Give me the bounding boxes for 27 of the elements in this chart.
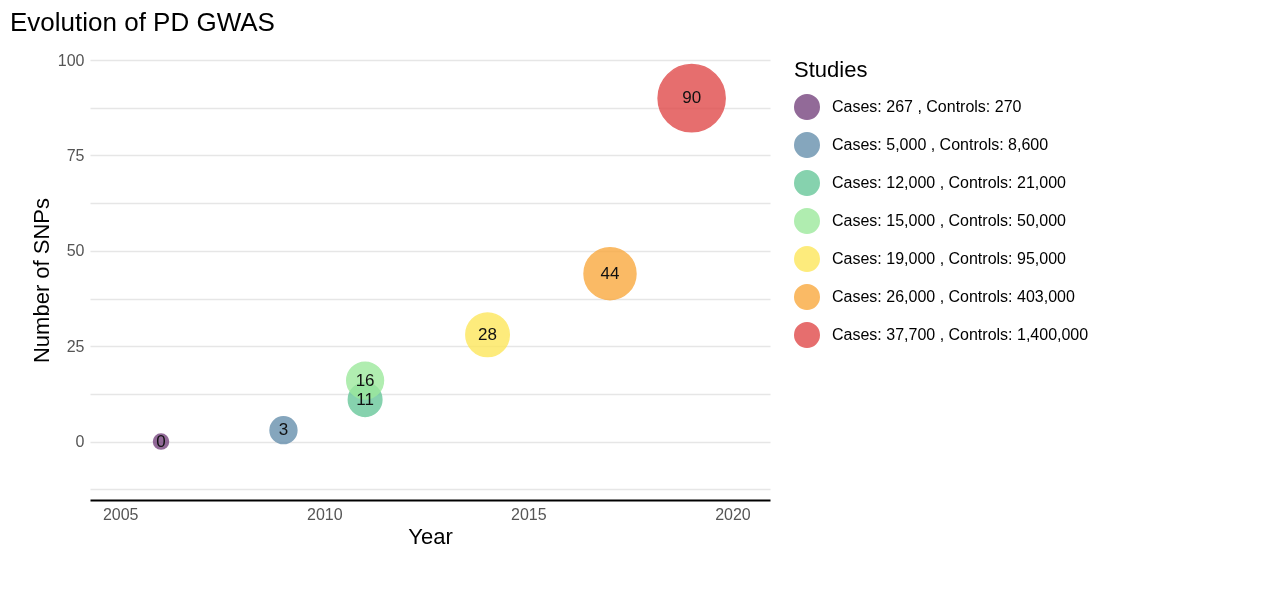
- y-tick-label: 0: [75, 433, 85, 451]
- y-tick-label: 50: [66, 242, 85, 260]
- chart-title: Evolution of PD GWAS: [10, 7, 275, 37]
- data-label: 3: [278, 420, 289, 440]
- y-tick-label: 100: [57, 51, 85, 69]
- data-label: 11: [356, 389, 374, 409]
- x-tick-label: 2020: [715, 505, 751, 523]
- legend-label: Cases: 5,000 , Controls: 8,600: [832, 136, 1049, 153]
- legend-label: Cases: 37,700 , Controls: 1,400,000: [832, 326, 1089, 343]
- legend-label: Cases: 15,000 , Controls: 50,000: [832, 212, 1067, 229]
- legend-label: Cases: 26,000 , Controls: 403,000: [832, 288, 1075, 305]
- legend-label: Cases: 19,000 , Controls: 95,000: [832, 250, 1067, 267]
- x-tick-label: 2010: [306, 505, 343, 523]
- x-axis-title: Year: [408, 523, 453, 549]
- x-tick-label: 2005: [102, 505, 139, 523]
- y-tick-label: 75: [66, 146, 85, 164]
- legend-label: Cases: 12,000 , Controls: 21,000: [832, 174, 1067, 191]
- data-label: 90: [682, 88, 702, 108]
- x-tick-label: 2015: [511, 505, 547, 523]
- y-axis-title: Number of SNPs: [28, 197, 54, 364]
- y-tick-label: 25: [66, 337, 85, 355]
- legend-title: Studies: [794, 57, 868, 82]
- data-label: 16: [355, 370, 375, 390]
- data-label: 28: [478, 324, 498, 344]
- data-label: 44: [600, 263, 620, 283]
- legend-label: Cases: 267 , Controls: 270: [832, 98, 1022, 115]
- data-label: 0: [156, 431, 166, 451]
